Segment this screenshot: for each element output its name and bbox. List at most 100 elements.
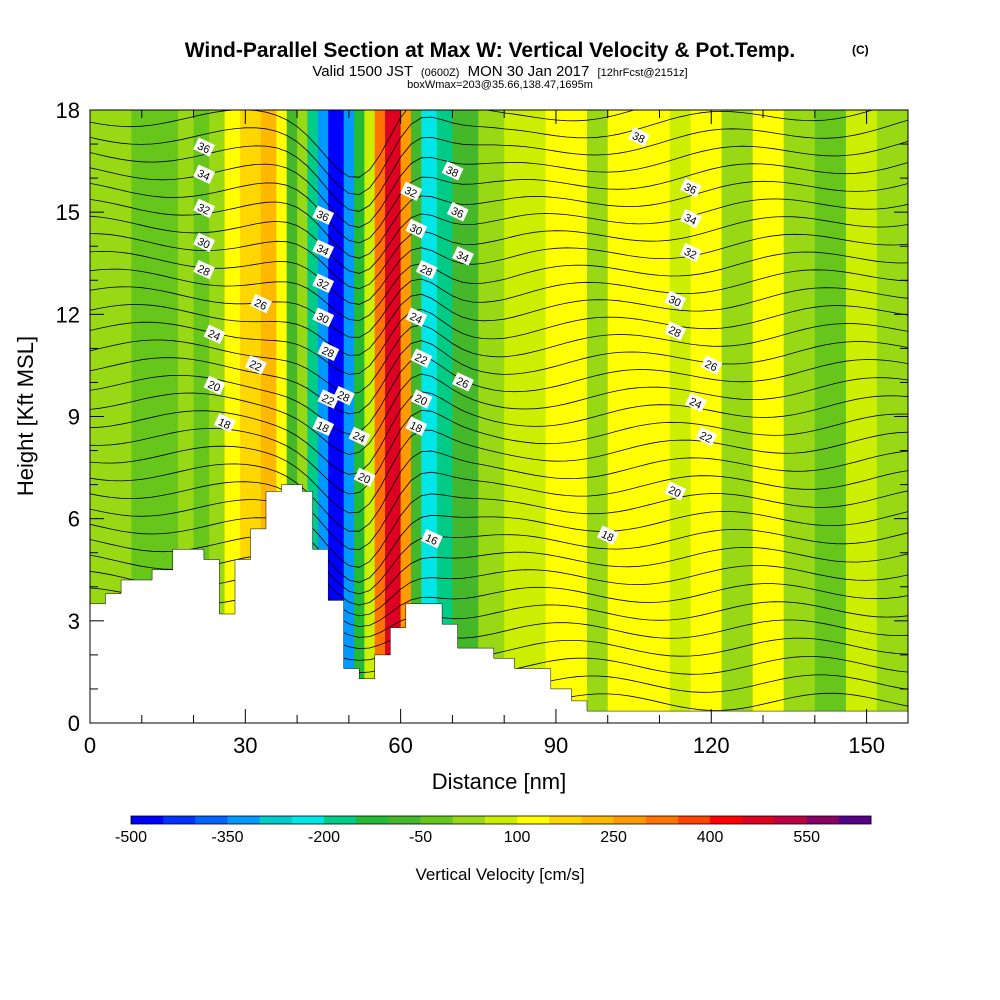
x-tick-label: 60 [388, 733, 412, 758]
velocity-band [607, 110, 629, 723]
y-tick-label: 6 [68, 507, 80, 532]
theta-contour-value: 20 [666, 484, 682, 500]
theta-contour-line [90, 340, 908, 415]
velocity-band [690, 110, 723, 723]
theta-contour-label: 18 [597, 525, 619, 545]
theta-contour-value: 32 [682, 246, 698, 262]
chart-subtitle: Valid 1500 JST (0600Z) MON 30 Jan 2017 [… [312, 63, 687, 80]
velocity-band [297, 110, 309, 723]
theta-contour-label: 36 [193, 137, 216, 157]
theta-contour-value: 18 [408, 420, 424, 436]
colorbar-label: -200 [308, 829, 340, 846]
velocity-band [354, 110, 365, 723]
theta-contour-line [90, 373, 908, 455]
theta-contour-label: 32 [312, 273, 335, 293]
theta-contour-line [90, 546, 908, 606]
theta-contour-label: 28 [415, 259, 438, 280]
x-axis: 0 30 60 90 120 150 [84, 110, 885, 758]
theta-contour-label: 34 [312, 239, 335, 259]
colorbar-swatch [291, 816, 325, 824]
y-tick-label: 18 [56, 98, 80, 123]
theta-contour-value: 22 [413, 351, 429, 367]
theta-contour-line [90, 251, 908, 322]
theta-contour-line [90, 110, 874, 196]
velocity-band [307, 110, 319, 723]
theta-contour-value: 32 [195, 202, 211, 218]
theta-contour-value: 36 [314, 208, 330, 224]
theta-contour-label: 16 [421, 528, 443, 549]
velocity-band [669, 110, 692, 723]
colorbar-label: 550 [793, 829, 820, 846]
theta-contour-label: 22 [317, 389, 340, 409]
colorbar [130, 815, 872, 825]
y-tick-label: 12 [56, 302, 80, 327]
velocity-band [400, 110, 412, 723]
subtitle-utc: (0600Z) [421, 67, 460, 79]
theta-contour-line [90, 140, 908, 228]
colorbar-title: Vertical Velocity [cm/s] [415, 865, 584, 884]
theta-contour-value: 22 [247, 358, 263, 374]
theta-contour-value: 36 [682, 181, 698, 197]
theta-contour-label: 20 [410, 389, 433, 409]
theta-contour-label: 24 [405, 307, 428, 327]
theta-contour-value: 18 [599, 529, 615, 545]
theta-contour-line [90, 233, 908, 305]
theta-contour-value: 20 [206, 379, 222, 395]
theta-contour-label: 36 [679, 178, 702, 198]
theta-contour-label: 18 [213, 413, 236, 433]
theta-contour-label: 22 [410, 348, 433, 368]
theta-contour-value: 16 [423, 532, 439, 548]
theta-contour-line [90, 269, 908, 338]
velocity-band [411, 110, 422, 723]
theta-contour-label: 26 [700, 355, 723, 375]
colorbar-swatch [227, 816, 261, 824]
theta-contour-value: 28 [335, 389, 351, 405]
x-tick-label: 90 [544, 733, 568, 758]
theta-contour-line [90, 528, 908, 595]
velocity-band [436, 110, 453, 723]
y-axis-label: Height [Kft MSL] [13, 336, 38, 496]
theta-contour-value: 36 [195, 140, 211, 156]
theta-contour-label: 28 [317, 341, 340, 362]
theta-contour-label: 20 [353, 467, 376, 488]
colorbar-label: 100 [504, 829, 531, 846]
theta-contour-value: 30 [408, 222, 424, 238]
y-tick-label: 3 [68, 609, 80, 634]
theta-contour-value: 34 [454, 249, 470, 265]
theta-contour-label: 24 [203, 324, 226, 345]
colorbar-swatch [678, 816, 711, 824]
theta-contour-labels: 16 18 18 18 18 20 20 20 20 22 22 22 22 24 24 24 24 26 26 26… [193, 127, 723, 549]
theta-contour-label: 30 [664, 290, 687, 310]
colorbar-swatch [452, 816, 486, 824]
theta-contour-label: 36 [446, 202, 469, 222]
theta-contour-value: 30 [314, 311, 330, 327]
theta-contour-line [90, 583, 908, 628]
theta-contour-label: 34 [452, 246, 474, 266]
theta-contour-label: 32 [193, 198, 216, 219]
theta-contour-value: 22 [320, 392, 336, 408]
chart-info: boxWmax=203@35.66,138.47,1695m [407, 79, 593, 91]
theta-contour-label: 38 [441, 161, 464, 181]
theta-contour-value: 34 [314, 242, 330, 258]
colorbar-label: 400 [697, 829, 724, 846]
theta-contour-value: 26 [454, 375, 470, 391]
theta-contour-line [90, 198, 908, 274]
theta-contour-line [90, 391, 908, 475]
theta-contour-label: 30 [193, 232, 216, 253]
velocity-band [328, 110, 345, 723]
theta-contour-line [90, 356, 908, 435]
theta-contour-line [90, 305, 908, 375]
chart-title-mark: (C) [852, 43, 869, 57]
theta-contour-value: 18 [314, 420, 330, 436]
terrain [90, 484, 908, 723]
subtitle-valid: Valid 1500 JST [312, 63, 412, 80]
theta-contour-label: 18 [312, 416, 335, 436]
x-tick-label: 0 [84, 733, 96, 758]
theta-contour-line [90, 119, 908, 212]
theta-contour-value: 32 [314, 277, 330, 293]
x-tick-label: 30 [233, 733, 257, 758]
x-axis-label: Distance [nm] [432, 769, 567, 794]
colorbar-swatch [838, 816, 872, 824]
